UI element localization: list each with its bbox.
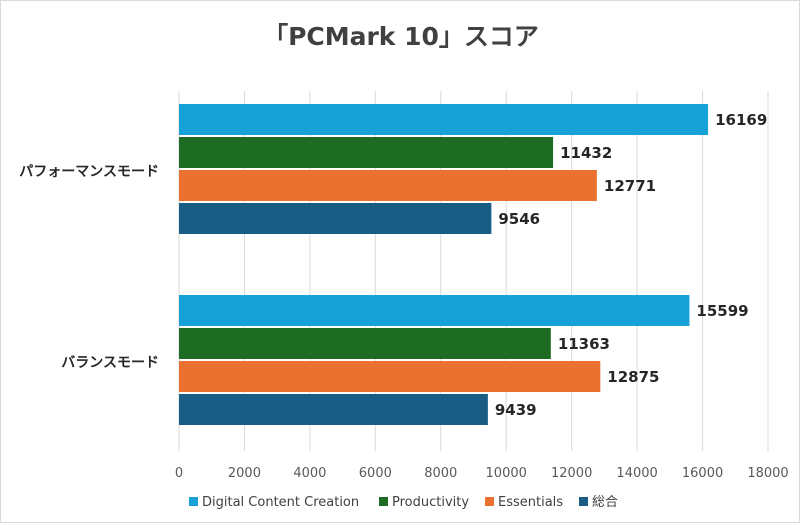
category-label-1: バランスモード bbox=[61, 355, 159, 371]
legend-swatch-3 bbox=[579, 497, 588, 506]
data-label-1-2: 12875 bbox=[607, 368, 659, 386]
x-tick-label-12000: 12000 bbox=[551, 466, 592, 481]
data-label-1-3: 9439 bbox=[495, 401, 537, 419]
x-tick-labels: 0 2000 4000 6000 8000 10000 12000 14000 16000 180… bbox=[175, 466, 789, 481]
legend-swatch-1 bbox=[379, 497, 388, 506]
data-label-1-1: 11363 bbox=[558, 335, 610, 353]
data-label-0-1: 11432 bbox=[560, 144, 612, 162]
legend: Digital Content Creation Productivity Esse… bbox=[189, 495, 618, 510]
bar-0-2 bbox=[179, 170, 597, 201]
bar-0-3 bbox=[179, 203, 492, 234]
x-tick-label-0: 0 bbox=[175, 466, 183, 481]
data-label-0-0: 16169 bbox=[715, 111, 767, 129]
legend-swatch-0 bbox=[189, 497, 198, 506]
chart-title: 「PCMark 10」スコア bbox=[263, 22, 539, 51]
x-tick-label-4000: 4000 bbox=[293, 466, 326, 481]
x-tick-label-6000: 6000 bbox=[359, 466, 392, 481]
bar-1-1 bbox=[179, 328, 551, 359]
category-label-0: パフォーマンスモード bbox=[19, 164, 159, 180]
bar-1-0 bbox=[179, 295, 690, 326]
legend-label-3: 総合 bbox=[592, 495, 618, 510]
bar-0-0 bbox=[179, 104, 709, 135]
x-tick-label-16000: 16000 bbox=[682, 466, 723, 481]
legend-label-2: Essentials bbox=[498, 495, 563, 510]
x-tick-label-14000: 14000 bbox=[616, 466, 657, 481]
x-tick-label-10000: 10000 bbox=[486, 466, 527, 481]
bar-1-3 bbox=[179, 394, 488, 425]
bar-1-2 bbox=[179, 361, 601, 392]
legend-swatch-2 bbox=[485, 497, 494, 506]
legend-label-1: Productivity bbox=[392, 495, 469, 510]
x-tick-label-18000: 18000 bbox=[747, 466, 788, 481]
data-label-0-3: 9546 bbox=[498, 210, 540, 228]
bars: 16169 11432 12771 9546 15599 11363 12875 9439 bbox=[179, 104, 767, 425]
data-label-0-2: 12771 bbox=[604, 177, 656, 195]
x-tick-label-8000: 8000 bbox=[424, 466, 457, 481]
x-tick-label-2000: 2000 bbox=[228, 466, 261, 481]
legend-label-0: Digital Content Creation bbox=[202, 495, 359, 510]
bar-0-1 bbox=[179, 137, 554, 168]
data-label-1-0: 15599 bbox=[696, 302, 748, 320]
